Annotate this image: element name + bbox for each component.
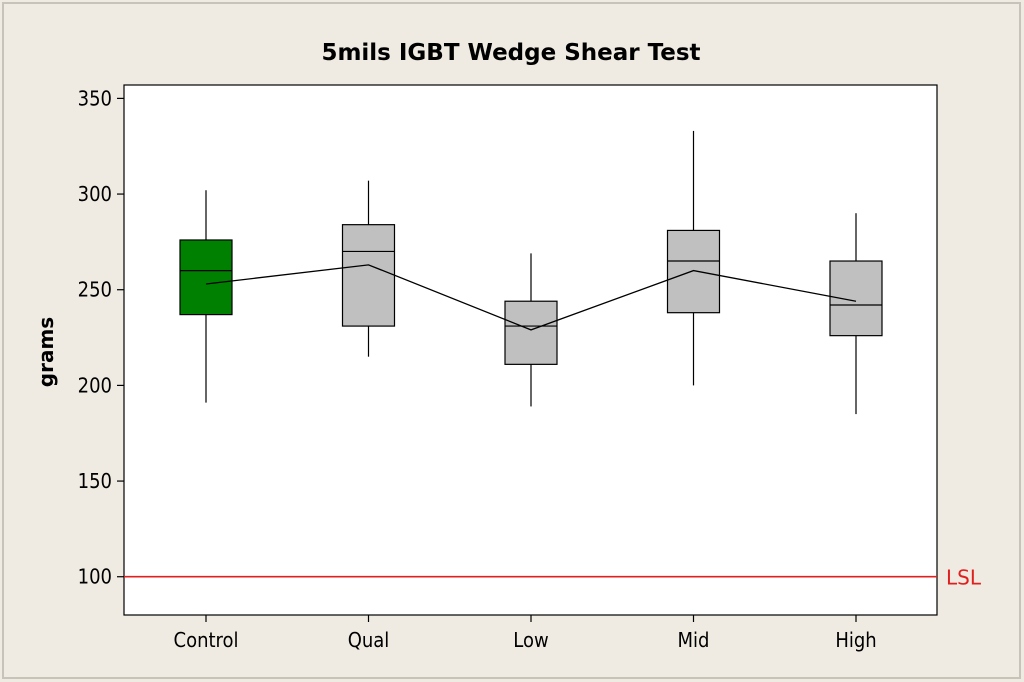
x-axis-ticks: Control Qual Low Mid High (174, 615, 877, 652)
iqr-box (179, 239, 233, 316)
mean-connect-line (205, 264, 857, 331)
iqr-box (666, 229, 721, 314)
plot-area (123, 84, 938, 616)
y-tick-label: 200 (78, 373, 112, 397)
y-tick-label: 300 (78, 182, 112, 206)
x-tick-label: Low (513, 628, 548, 652)
y-tick-label: 250 (78, 278, 112, 302)
y-tick-label: 150 (78, 469, 112, 493)
lsl-label: LSL (946, 566, 982, 590)
y-axis-label: grams (34, 317, 58, 387)
iqr-box (504, 300, 558, 365)
mean-connect-line-group (205, 264, 857, 331)
reference-lines: LSL (124, 566, 982, 590)
x-tick-label: Qual (348, 628, 390, 652)
x-tick-label: Mid (678, 628, 710, 652)
y-tick-label: 100 (78, 565, 112, 589)
x-tick-label: Control (174, 628, 239, 652)
boxes (179, 130, 883, 415)
x-tick-label: High (835, 628, 876, 652)
y-axis-ticks: 100 150 200 250 300 350 (78, 86, 124, 589)
box-control (179, 190, 233, 403)
box-low (504, 253, 558, 407)
chart-title: 5mils IGBT Wedge Shear Test (321, 40, 700, 66)
box-mid (666, 130, 721, 386)
y-tick-label: 350 (78, 86, 112, 110)
iqr-box (341, 224, 396, 327)
box-qual (341, 180, 396, 357)
